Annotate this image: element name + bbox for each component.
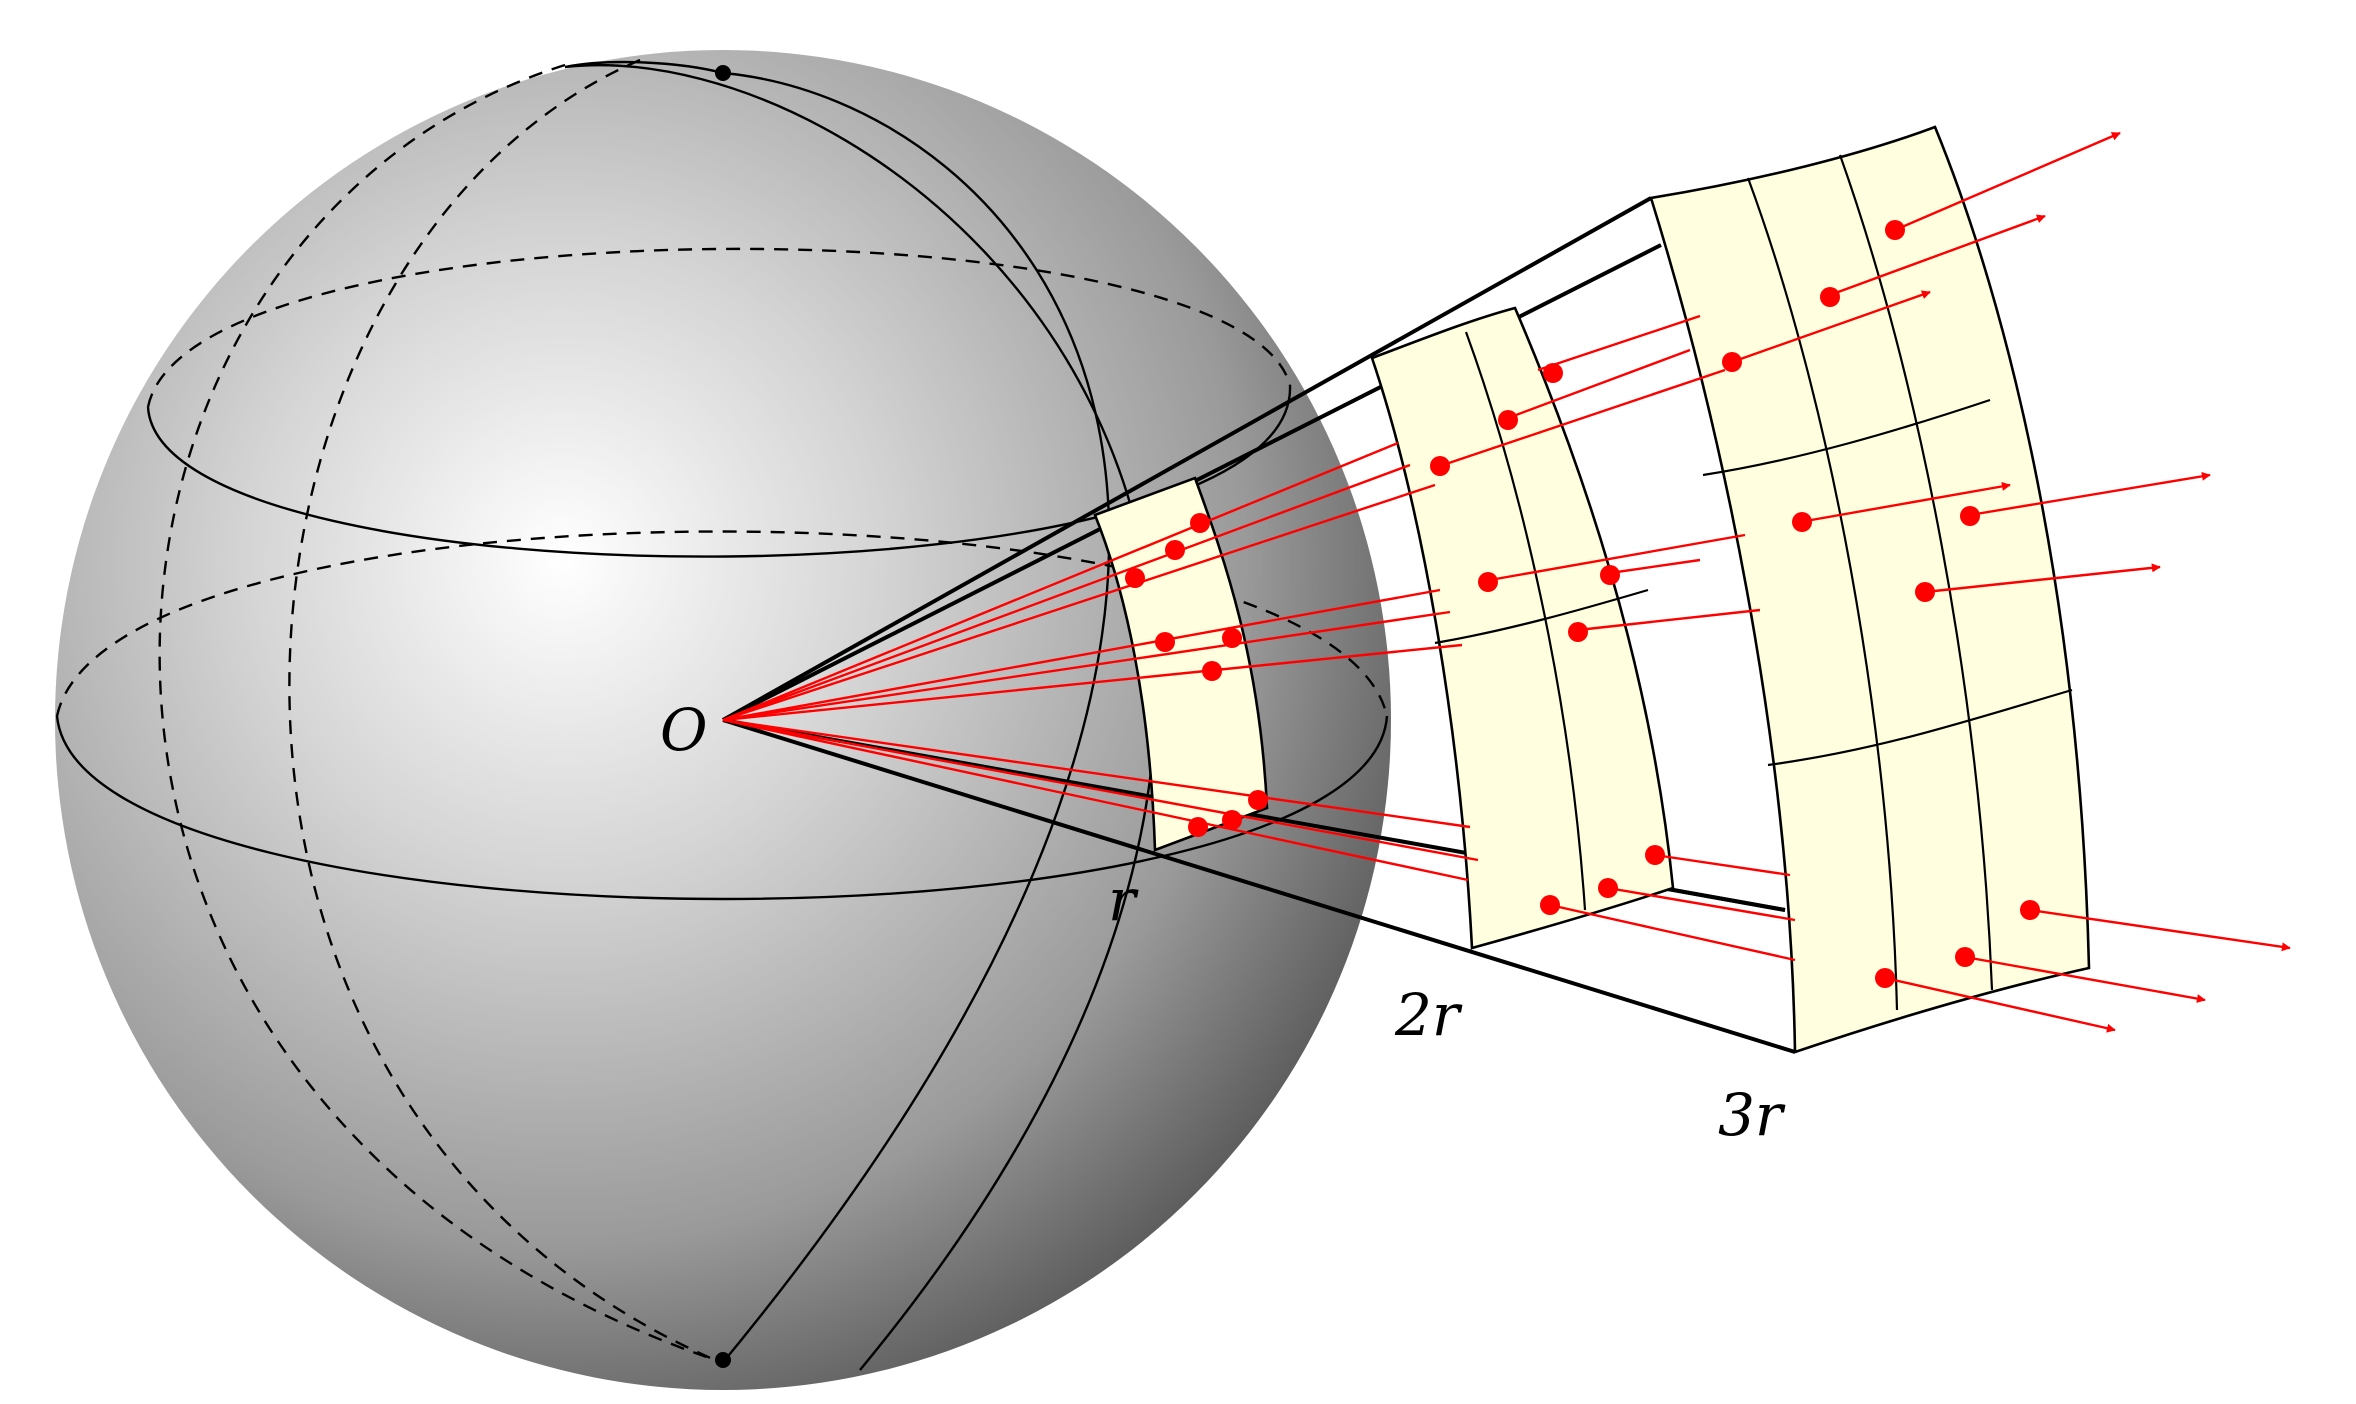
ray <box>1577 608 1761 632</box>
dot <box>1568 622 1588 642</box>
dot <box>1190 513 1210 533</box>
ray <box>722 718 1471 829</box>
ray <box>722 643 1463 722</box>
meridian-dashed-inner <box>288 58 716 1362</box>
ray-arrow <box>1894 131 2121 232</box>
meridian-arc-top <box>564 60 724 75</box>
ray <box>722 483 1436 722</box>
patch-3r-col-1 <box>1746 177 1899 1011</box>
dot <box>1792 512 1812 532</box>
ray <box>1489 533 1746 582</box>
dot <box>1915 582 1935 602</box>
dot <box>1543 363 1563 383</box>
dot <box>1540 895 1560 915</box>
ray-arrow <box>1924 563 2161 594</box>
dot <box>1598 878 1618 898</box>
dot <box>1125 568 1145 588</box>
dot <box>2020 900 2040 920</box>
dot <box>1155 632 1175 652</box>
ray <box>722 588 1441 722</box>
intersection-dots <box>1125 220 2040 988</box>
patch-3r-row-2 <box>1767 688 2073 767</box>
dot <box>1165 540 1185 560</box>
ray <box>1549 903 1796 962</box>
dot <box>1875 968 1895 988</box>
dot <box>1498 410 1518 430</box>
north-pole-dot <box>715 65 731 81</box>
ray-arrow <box>1964 955 2206 1004</box>
dot <box>1955 947 1975 967</box>
dot <box>1722 352 1742 372</box>
ray <box>1507 348 1691 420</box>
dot <box>1820 287 1840 307</box>
patch-3r-row-1 <box>1702 398 1991 477</box>
patch-3r <box>1649 125 2091 1054</box>
equator-back <box>55 530 1389 717</box>
ray <box>1439 368 1726 468</box>
ray-arrow <box>2029 908 2291 952</box>
ray-arrow <box>1884 976 2116 1033</box>
ray <box>722 610 1451 722</box>
patch-3r-col-2 <box>1838 154 1994 991</box>
ray-arrow <box>1969 471 2211 517</box>
latitude-ring-back <box>146 247 1292 408</box>
dot <box>1222 810 1242 830</box>
patch-2r-row-1 <box>1434 588 1649 645</box>
dot <box>1645 845 1665 865</box>
equator-front <box>55 715 1389 901</box>
ray-arrow <box>1829 214 2046 297</box>
ray <box>1537 314 1701 372</box>
dot <box>1188 817 1208 837</box>
meridian-dashed-outer <box>158 63 716 1362</box>
ray <box>722 718 1479 862</box>
ray <box>722 718 1469 882</box>
dot <box>1960 506 1980 526</box>
ray <box>1607 886 1796 922</box>
frame-edge-upper-1 <box>722 196 1652 722</box>
label-r: r <box>1108 866 1139 934</box>
dot <box>1478 572 1498 592</box>
dot <box>1430 456 1450 476</box>
label-origin: O <box>660 696 708 764</box>
meridian-solid-inner <box>719 71 1111 1367</box>
dot <box>1600 565 1620 585</box>
patch-2r <box>1370 306 1675 950</box>
latitude-ring-front <box>146 384 1292 558</box>
ray <box>722 463 1411 722</box>
label-2r: 2r <box>1394 981 1463 1049</box>
patch-2r-col-1 <box>1464 331 1587 911</box>
ray <box>1609 558 1701 575</box>
dot <box>1885 220 1905 240</box>
ray <box>1654 853 1791 877</box>
south-pole-dot <box>715 1352 731 1368</box>
frame-edge-lower-1 <box>722 718 1796 1054</box>
ray <box>722 441 1399 722</box>
ray-arrow <box>1799 481 2011 524</box>
ray-arrow <box>1731 290 1931 364</box>
meridian-solid-outer <box>564 64 1158 1371</box>
rays <box>722 131 2291 1033</box>
dot <box>1222 628 1242 648</box>
patch-2r-surface <box>1370 306 1675 950</box>
dot <box>1248 790 1268 810</box>
dot <box>1202 661 1222 681</box>
label-3r: 3r <box>1718 1081 1786 1149</box>
